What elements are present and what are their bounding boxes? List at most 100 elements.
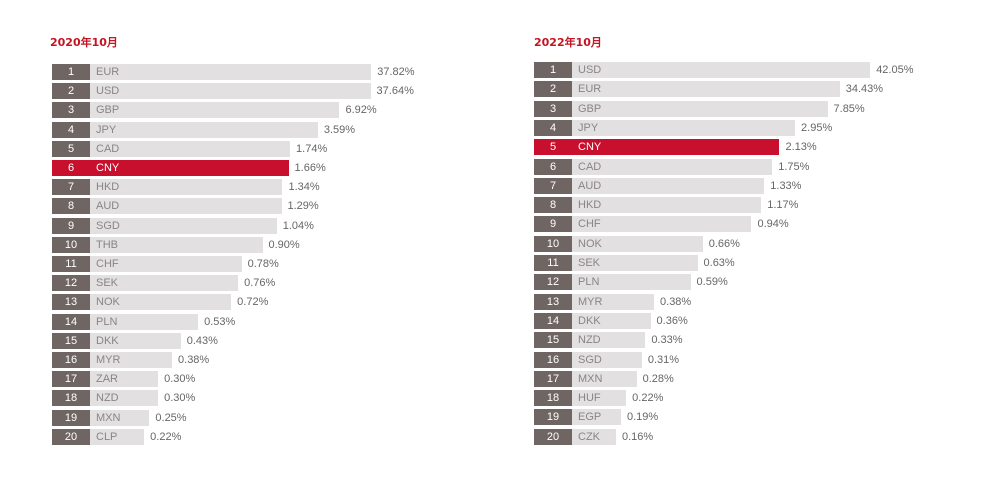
share-value-label: 0.59% <box>696 276 728 289</box>
bar-clp <box>90 428 145 445</box>
currency-code-label: SGD <box>96 219 120 232</box>
rank-badge: 20 <box>534 428 572 445</box>
rank-badge: 4 <box>52 121 90 138</box>
bar-cad <box>90 140 291 157</box>
bar-hkd <box>90 179 283 196</box>
currency-code-label: CNY <box>578 141 602 154</box>
bar-jpy <box>572 119 796 136</box>
rank-badge: 3 <box>52 102 90 119</box>
rank-badge: 18 <box>52 390 90 407</box>
bar-sgd <box>572 351 642 368</box>
share-value-label: 2.13% <box>785 141 817 154</box>
bar-chf <box>572 216 752 233</box>
currency-code-label: CZK <box>578 430 600 443</box>
bar-thb <box>90 236 263 253</box>
rank-badge: 10 <box>534 235 572 252</box>
bar-myr <box>572 293 655 310</box>
bar-sek <box>572 255 698 271</box>
share-value-label: 42.05% <box>876 64 914 76</box>
share-value-label: 0.22% <box>150 430 182 443</box>
rank-badge: 6 <box>534 158 572 175</box>
currency-code-label: CLP <box>96 430 118 443</box>
share-value-label: 7.85% <box>833 102 865 115</box>
rank-badge: 15 <box>52 332 90 349</box>
share-value-label: 1.75% <box>778 160 810 173</box>
rank-badge: 19 <box>52 409 90 426</box>
currency-code-label: CAD <box>96 142 120 155</box>
share-value-label: 1.33% <box>770 179 802 192</box>
share-value-label: 0.38% <box>660 295 692 308</box>
share-value-label: 0.28% <box>642 372 674 385</box>
currency-code-label: MXN <box>96 411 121 424</box>
rank-badge: 4 <box>534 119 572 136</box>
bar-eur <box>90 64 372 80</box>
currency-code-label: CHF <box>96 258 119 270</box>
share-value-label: 1.34% <box>288 181 320 194</box>
share-value-label: 6.92% <box>345 104 377 117</box>
bar-sgd <box>90 217 277 234</box>
share-value-label: 1.66% <box>294 162 326 174</box>
share-value-label: 0.33% <box>651 334 683 347</box>
rank-badge: 11 <box>52 256 90 272</box>
currency-code-label: GBP <box>578 102 602 115</box>
currency-code-label: PLN <box>578 276 600 289</box>
share-value-label: 0.25% <box>155 411 187 424</box>
bar-cny <box>572 139 780 156</box>
rank-badge: 8 <box>534 197 572 214</box>
currency-code-label: NOK <box>578 237 602 250</box>
rank-badge: 15 <box>534 332 572 349</box>
rank-badge: 14 <box>534 312 572 329</box>
bar-nok <box>90 294 232 311</box>
bar-myr <box>90 352 173 368</box>
share-value-label: 0.36% <box>656 314 688 327</box>
rank-badge: 8 <box>52 198 90 215</box>
currency-code-label: USD <box>578 64 602 76</box>
share-value-label: 0.19% <box>626 411 659 424</box>
chart-title-2020: 2020年10月 <box>50 36 118 49</box>
share-value-label: 0.38% <box>178 354 210 366</box>
rank-badge: 3 <box>534 100 572 117</box>
currency-code-label: HKD <box>96 181 120 194</box>
currency-code-label: THB <box>96 238 118 251</box>
currency-code-label: AUD <box>578 179 602 192</box>
rank-badge: 5 <box>52 140 90 157</box>
bar-nzd <box>90 390 159 407</box>
bar-dkk <box>90 332 181 349</box>
bar-mxn <box>90 409 150 426</box>
currency-code-label: EGP <box>578 411 602 424</box>
currency-code-label: PLN <box>96 315 118 328</box>
rank-badge: 5 <box>534 139 572 156</box>
currency-code-label: HKD <box>578 199 602 212</box>
currency-code-label: NOK <box>96 296 120 309</box>
bar-gbp <box>90 102 340 119</box>
currency-code-label: NZD <box>578 334 601 347</box>
share-value-label: 1.17% <box>767 199 799 212</box>
currency-code-label: CHF <box>578 218 601 231</box>
rank-badge: 7 <box>52 179 90 196</box>
currency-code-label: SEK <box>578 257 601 269</box>
rank-badge: 14 <box>52 313 90 330</box>
rank-badge: 10 <box>52 236 90 253</box>
bar-jpy <box>90 121 318 138</box>
rank-badge: 12 <box>534 274 572 291</box>
share-value-label: 0.16% <box>622 430 654 443</box>
currency-code-label: MXN <box>578 372 603 385</box>
rank-badge: 20 <box>52 428 90 445</box>
bar-zar <box>90 371 159 388</box>
share-value-label: 3.59% <box>323 123 356 136</box>
bar-usd <box>90 83 371 100</box>
currency-code-label: MYR <box>578 295 603 308</box>
bar-nok <box>572 235 703 252</box>
bar-pln <box>90 313 199 330</box>
bar-huf <box>572 390 627 407</box>
share-value-label: 0.66% <box>708 237 740 250</box>
bar-aud <box>572 177 765 194</box>
bar-hkd <box>572 197 762 214</box>
rank-badge: 18 <box>534 390 572 407</box>
currency-code-label: SEK <box>96 277 119 290</box>
currency-code-label: AUD <box>96 200 120 213</box>
rank-badge: 2 <box>52 83 90 100</box>
chart-title-2022: 2022年10月 <box>534 36 602 49</box>
currency-code-label: CNY <box>96 162 120 174</box>
share-value-label: 1.74% <box>296 142 328 155</box>
